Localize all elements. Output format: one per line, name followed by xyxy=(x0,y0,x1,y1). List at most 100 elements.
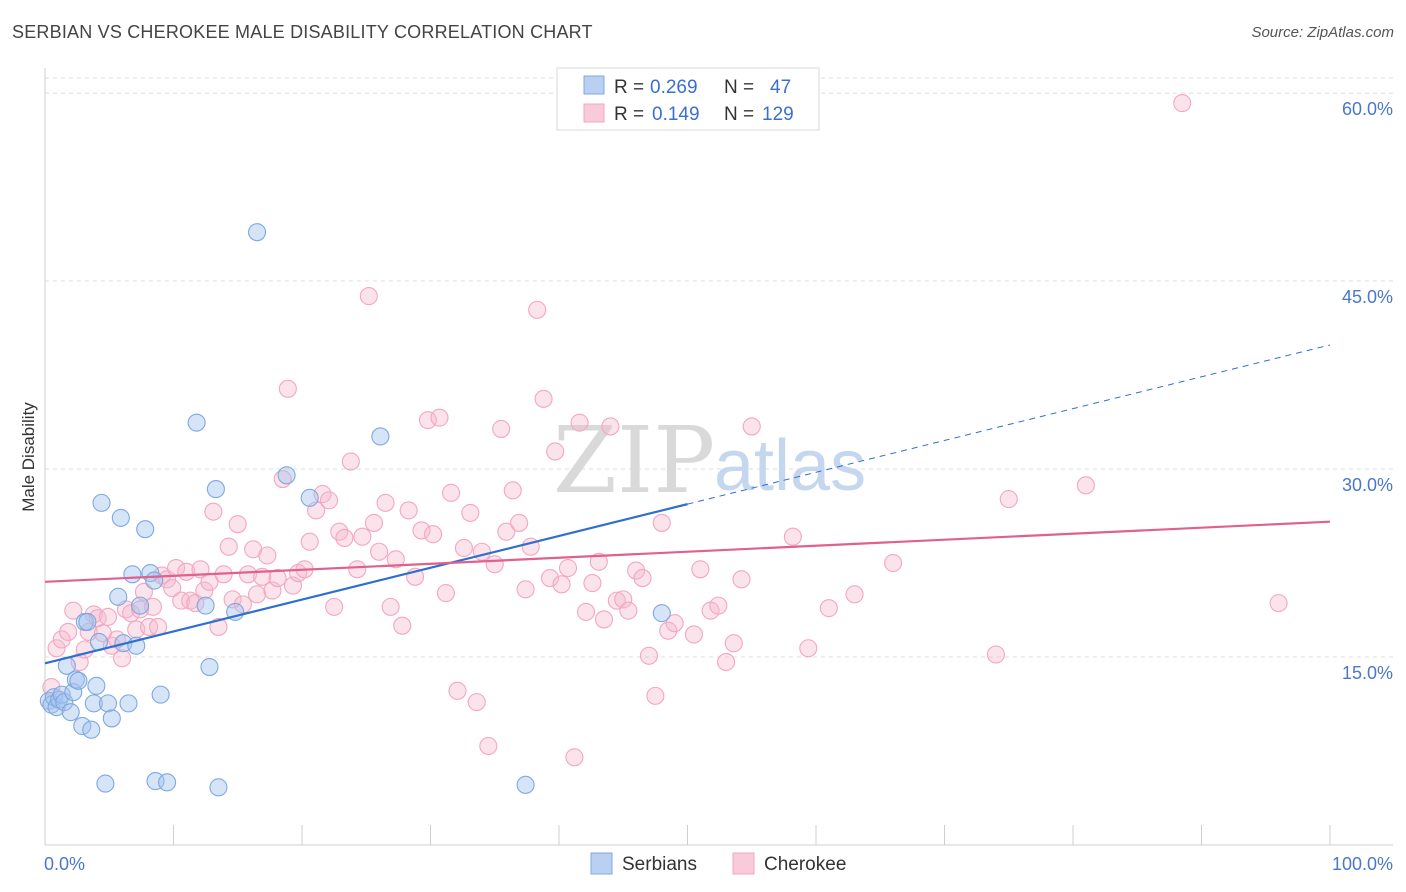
cherokee-point-114 xyxy=(684,625,703,644)
cherokee-point-96 xyxy=(558,558,578,578)
serbians-point-15 xyxy=(82,720,101,739)
cherokee-point-98 xyxy=(570,413,589,432)
serbians-point-34 xyxy=(151,685,170,704)
serbians-point-33 xyxy=(146,772,165,791)
cherokee-point-47 xyxy=(268,569,287,588)
cherokee-point-41 xyxy=(238,565,258,584)
cherokee-point-119 xyxy=(724,634,743,653)
chart-title: SERBIAN VS CHEROKEE MALE DISABILITY CORR… xyxy=(12,22,593,42)
cherokee-point-37 xyxy=(219,537,238,556)
legend-swatch-cherokee xyxy=(583,103,605,123)
cherokee-point-53 xyxy=(300,532,319,551)
x-tick-label-min: 0.0% xyxy=(44,854,85,874)
cherokee-point-86 xyxy=(497,522,516,541)
serbians-points xyxy=(39,223,671,797)
cherokee-point-69 xyxy=(393,616,412,635)
legend-n-value-serbians: 47 xyxy=(770,77,791,98)
cherokee-point-77 xyxy=(442,483,461,502)
cherokee-point-95 xyxy=(552,575,571,594)
cherokee-point-73 xyxy=(418,411,437,430)
y-tick-label-0: 15.0% xyxy=(1342,663,1393,683)
cherokee-point-4 xyxy=(64,601,83,620)
cherokee-point-68 xyxy=(386,550,405,569)
cherokee-point-102 xyxy=(594,610,614,629)
cherokee-point-30 xyxy=(186,594,205,613)
cherokee-point-91 xyxy=(528,300,547,319)
cherokee-point-34 xyxy=(204,502,223,521)
cherokee-point-110 xyxy=(646,686,665,705)
cherokee-point-131 xyxy=(1269,594,1288,613)
cherokee-point-128 xyxy=(999,490,1018,509)
cherokee-point-61 xyxy=(348,560,367,579)
serbians-point-6 xyxy=(55,693,74,712)
correlation-legend: R = 0.269 N = 47 R = 0.149 N = 129 xyxy=(556,67,820,131)
cherokee-point-32 xyxy=(195,581,214,600)
cherokee-point-82 xyxy=(472,542,491,561)
cherokee-point-81 xyxy=(467,693,486,712)
cherokee-point-129 xyxy=(1076,476,1095,495)
serbians-point-16 xyxy=(84,694,103,713)
cherokee-point-85 xyxy=(492,419,511,438)
cherokee-trend-line xyxy=(44,520,1331,583)
serbians-point-46 xyxy=(516,775,535,794)
y-tick-labels: 15.0% 30.0% 45.0% 60.0% xyxy=(1342,99,1393,683)
cherokee-point-70 xyxy=(399,501,418,520)
legend-r-label-serbians: R = xyxy=(614,77,644,98)
cherokee-point-112 xyxy=(659,621,678,640)
cherokee-point-106 xyxy=(619,601,638,620)
legend-swatch-serbians xyxy=(583,75,605,95)
cherokee-point-76 xyxy=(436,584,455,603)
cherokee-point-3 xyxy=(59,622,78,642)
cherokee-point-122 xyxy=(783,527,802,546)
serbians-point-8 xyxy=(61,703,80,722)
watermark-atlas: atlas xyxy=(714,426,866,506)
serbians-point-42 xyxy=(247,223,267,242)
cherokee-point-127 xyxy=(986,645,1005,664)
serbians-point-43 xyxy=(277,466,296,485)
cherokee-points xyxy=(42,94,1288,767)
cherokee-point-21 xyxy=(143,597,162,616)
source-credit: Source: ZipAtlas.com xyxy=(1251,24,1394,41)
cherokee-point-11 xyxy=(98,607,118,626)
cherokee-point-45 xyxy=(258,546,277,565)
cherokee-point-103 xyxy=(601,417,620,436)
series-legend-label-cherokee: Cherokee xyxy=(764,854,846,875)
cherokee-point-104 xyxy=(607,591,626,610)
axes xyxy=(44,68,1393,846)
cherokee-point-79 xyxy=(454,538,473,558)
cherokee-point-123 xyxy=(799,639,818,658)
cherokee-point-60 xyxy=(341,452,360,471)
cherokee-point-78 xyxy=(448,681,467,700)
y-axis-label: Male Disability xyxy=(19,402,38,512)
serbians-point-12 xyxy=(73,716,92,735)
serbians-point-4 xyxy=(50,690,69,709)
cherokee-point-108 xyxy=(633,569,652,588)
serbians-point-21 xyxy=(98,694,118,713)
cherokee-point-84 xyxy=(485,555,504,574)
serbians-point-32 xyxy=(145,571,164,590)
cherokee-point-83 xyxy=(479,736,498,756)
cherokee-point-49 xyxy=(278,379,297,398)
serbians-point-5 xyxy=(52,685,71,704)
serbians-trend-extension xyxy=(687,344,1331,505)
cherokee-point-67 xyxy=(381,597,400,616)
legend-r-value-serbians: 0.269 xyxy=(650,77,698,98)
series-legend-swatch-cherokee xyxy=(732,852,755,875)
serbians-point-26 xyxy=(119,694,138,713)
cherokee-point-43 xyxy=(247,585,267,604)
cherokee-point-100 xyxy=(583,574,602,593)
legend-r-label-cherokee: R = xyxy=(614,104,644,125)
y-tick-label-3: 60.0% xyxy=(1342,99,1393,119)
cherokee-point-99 xyxy=(576,602,596,621)
serbians-point-23 xyxy=(109,587,128,606)
cherokee-point-62 xyxy=(353,527,372,546)
serbians-point-40 xyxy=(209,778,228,797)
cherokee-point-56 xyxy=(319,491,339,510)
cherokee-point-88 xyxy=(510,513,529,532)
cherokee-point-101 xyxy=(589,552,608,571)
watermark-zip: ZIP xyxy=(553,407,715,514)
legend-n-label-serbians: N = xyxy=(724,77,754,98)
serbians-point-24 xyxy=(111,508,130,527)
series-legend-swatch-serbians xyxy=(590,852,613,875)
